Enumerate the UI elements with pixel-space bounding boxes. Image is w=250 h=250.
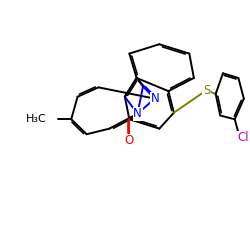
Text: S: S	[203, 84, 210, 97]
Text: Cl: Cl	[237, 131, 248, 144]
Text: O: O	[125, 134, 134, 147]
Text: N: N	[133, 107, 142, 120]
Text: N: N	[150, 92, 159, 105]
Text: H₃C: H₃C	[26, 114, 47, 124]
